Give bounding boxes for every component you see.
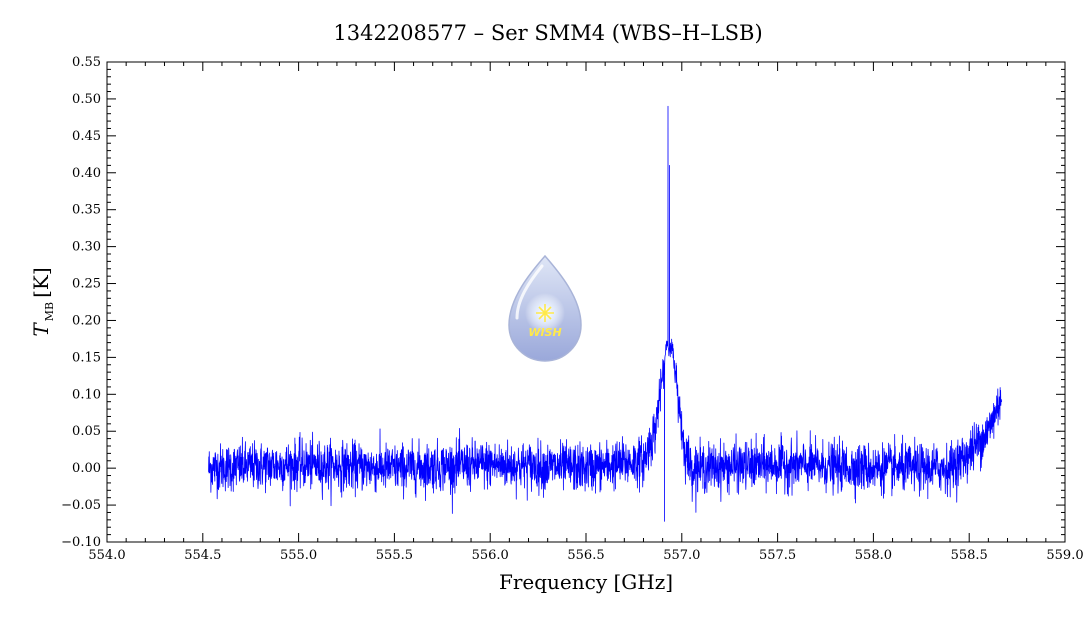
y-tick-label: 0.00	[72, 461, 101, 476]
x-tick-label: 555.5	[376, 548, 413, 563]
y-tick-label: 0.25	[72, 277, 101, 292]
y-tick-label: 0.10	[72, 387, 101, 402]
y-tick-label: −0.10	[61, 535, 101, 550]
y-axis: −0.10 −0.05 0.00 0.05 0.10 0.15 0.20 0.25 0.30 0.…	[61, 55, 1065, 550]
wish-logo: WISH	[508, 254, 582, 362]
x-tick-label: 558.5	[951, 548, 988, 563]
y-axis-label-symbol: T	[29, 322, 53, 337]
y-tick-label: 0.05	[72, 424, 101, 439]
y-tick-label: 0.40	[72, 166, 101, 181]
spectrum-line	[208, 105, 1003, 522]
star-icon	[536, 304, 554, 322]
chart-title: 1342208577 – Ser SMM4 (WBS–H–LSB)	[333, 21, 762, 45]
y-axis-label-unit: [K]	[29, 267, 53, 298]
svg-text:TMB[K]: TMB [K]	[29, 267, 56, 336]
y-tick-label: −0.05	[61, 498, 101, 513]
y-tick-label: 0.45	[72, 129, 101, 144]
y-tick-label: 0.50	[72, 92, 101, 107]
x-tick-label: 555.0	[280, 548, 317, 563]
y-axis-label-subscript: MB	[43, 302, 56, 321]
x-axis-label: Frequency [GHz]	[499, 570, 673, 594]
x-tick-label: 556.5	[567, 548, 604, 563]
y-tick-label: 0.20	[72, 313, 101, 328]
y-tick-label: 0.30	[72, 240, 101, 255]
x-tick-label: 559.0	[1046, 548, 1083, 563]
x-tick-label: 554.0	[88, 548, 125, 563]
x-tick-label: 557.0	[663, 548, 700, 563]
y-tick-label: 0.15	[72, 350, 101, 365]
y-tick-label: 0.55	[72, 55, 101, 70]
y-tick-label: 0.35	[72, 203, 101, 218]
logo-text: WISH	[528, 326, 561, 339]
x-tick-label: 557.5	[759, 548, 796, 563]
x-tick-label: 556.0	[472, 548, 509, 563]
x-tick-label: 554.5	[184, 548, 221, 563]
x-axis: 554.0 554.5 555.0 555.5 556.0 556.5 557.0 557.5…	[88, 62, 1084, 563]
x-tick-label: 558.0	[855, 548, 892, 563]
y-axis-label: TMB [K]	[29, 267, 56, 336]
